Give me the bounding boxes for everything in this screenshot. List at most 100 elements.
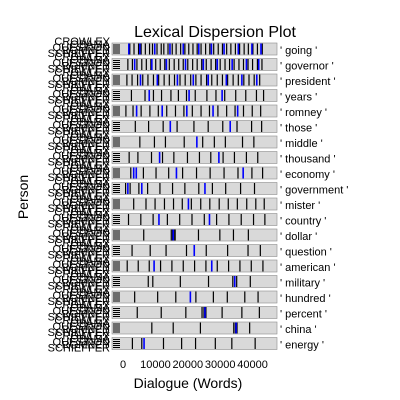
speaker-swatch — [113, 285, 120, 286]
speaker-label: QUESTION — [53, 197, 111, 209]
speaker-swatch — [113, 314, 120, 315]
speaker-swatch — [113, 230, 120, 232]
speaker-label: OBAMA — [70, 179, 110, 191]
speaker-label: ROMNEY — [62, 309, 111, 321]
word-label: ' romney ' — [280, 107, 327, 119]
speaker-swatch — [113, 114, 120, 116]
speaker-label: OBAMA — [70, 86, 110, 98]
speaker-label: QUESTION — [53, 182, 111, 194]
speaker-swatch — [113, 236, 120, 238]
row-panel — [111, 73, 278, 87]
speaker-label: ROMNEY — [62, 169, 111, 181]
row-panel — [111, 58, 278, 71]
speaker-swatch — [113, 137, 120, 139]
speaker-label: ROMNEY — [62, 293, 111, 305]
speaker-swatch — [113, 201, 120, 203]
speaker-label: CROWLEY — [54, 300, 110, 312]
word-label: ' percent ' — [280, 309, 327, 321]
word-row: ' hundred ' CROWLEYOBAMAQUESTIONROMNEYSCH… — [48, 284, 331, 308]
speaker-label: QUESTION — [53, 290, 111, 302]
speaker-swatch — [113, 327, 120, 329]
word-row: ' years ' CROWLEYOBAMAQUESTIONROMNEYSCHIE… — [48, 83, 318, 107]
speaker-label: QUESTION — [53, 58, 111, 70]
speaker-label: QUESTION — [53, 259, 111, 271]
speaker-label: SCHIEFFER — [48, 265, 110, 277]
speaker-swatch — [113, 122, 120, 123]
speaker-swatch — [113, 64, 120, 65]
row-panel — [111, 306, 278, 319]
speaker-label: QUESTION — [53, 321, 111, 333]
speaker-swatch — [113, 203, 120, 205]
speaker-label: CROWLEY — [54, 114, 110, 126]
speaker-label: OBAMA — [70, 132, 110, 144]
speaker-label: ROMNEY — [62, 76, 111, 88]
speaker-label: QUESTION — [53, 306, 111, 318]
speaker-swatch — [113, 79, 120, 81]
speaker-swatch — [113, 325, 120, 327]
speaker-label: QUESTION — [53, 244, 111, 256]
speaker-label: OBAMA — [70, 303, 110, 315]
speaker-label: QUESTION — [53, 120, 111, 132]
x-tick-label: 30000 — [205, 359, 236, 371]
speaker-label: OBAMA — [70, 55, 110, 67]
speaker-swatch — [113, 312, 120, 313]
speaker-swatch — [113, 345, 120, 346]
word-row: ' mister ' CROWLEYOBAMAQUESTIONROMNEYSCHI… — [48, 191, 321, 215]
speaker-label: CROWLEY — [54, 207, 110, 219]
word-row: ' dollar ' CROWLEYOBAMAQUESTIONROMNEYSCHI… — [48, 222, 318, 246]
speaker-label: QUESTION — [53, 135, 111, 147]
speaker-label: CROWLEY — [54, 160, 110, 172]
speaker-label: QUESTION — [53, 337, 111, 349]
speaker-label: ROMNEY — [62, 123, 111, 135]
row-panel — [111, 182, 278, 195]
speaker-label: CROWLEY — [54, 52, 110, 64]
speaker-label: ROMNEY — [62, 324, 111, 336]
speaker-label: SCHIEFFER — [48, 327, 110, 339]
word-row: ' military ' CROWLEYOBAMAQUESTIONROMNEYSC… — [48, 269, 326, 293]
speaker-label: ROMNEY — [62, 278, 111, 290]
word-row: ' china ' CROWLEYOBAMAQUESTIONROMNEYSCHIE… — [48, 315, 317, 339]
speaker-swatch — [113, 95, 120, 96]
speaker-swatch — [113, 263, 120, 265]
word-label: ' china ' — [280, 324, 317, 336]
speaker-label: SCHIEFFER — [48, 126, 110, 138]
speaker-swatch — [113, 168, 120, 170]
speaker-swatch — [113, 124, 120, 125]
speaker-swatch — [113, 108, 120, 110]
speaker-label: CROWLEY — [54, 222, 110, 234]
speaker-swatch — [113, 331, 120, 333]
speaker-label: SCHIEFFER — [48, 219, 110, 231]
speaker-swatch — [113, 159, 120, 160]
speaker-label: CROWLEY — [54, 98, 110, 110]
speaker-swatch — [113, 126, 120, 127]
speaker-swatch — [113, 310, 120, 311]
word-row: ' energy ' CROWLEYOBAMAQUESTIONROMNEYSCHI… — [48, 331, 324, 355]
speaker-swatch — [113, 223, 120, 224]
row-panel — [111, 104, 278, 118]
speaker-label: OBAMA — [70, 101, 110, 113]
speaker-swatch — [113, 279, 120, 280]
speaker-swatch — [113, 316, 120, 317]
word-row: ' question ' CROWLEYOBAMAQUESTIONROMNEYSC… — [48, 238, 332, 262]
speaker-swatch — [113, 248, 120, 249]
speaker-swatch — [113, 128, 120, 129]
speaker-swatch — [113, 217, 120, 218]
speaker-swatch — [113, 261, 120, 263]
speaker-swatch — [113, 252, 120, 253]
speaker-swatch — [113, 199, 120, 201]
word-label: ' governor ' — [280, 61, 334, 73]
speaker-swatch — [113, 172, 120, 174]
speaker-swatch — [113, 68, 120, 69]
word-label: ' mister ' — [280, 200, 320, 212]
speaker-label: CROWLEY — [54, 129, 110, 141]
speaker-swatch — [113, 347, 120, 348]
speaker-label: ROMNEY — [62, 138, 111, 150]
word-label: ' president ' — [280, 76, 336, 88]
speaker-swatch — [113, 298, 120, 300]
speaker-label: CROWLEY — [54, 36, 110, 48]
speaker-label: SCHIEFFER — [48, 157, 110, 169]
speaker-label: ROMNEY — [62, 247, 111, 259]
word-label: ' going ' — [280, 45, 317, 57]
speaker-label: ROMNEY — [62, 92, 111, 104]
speaker-swatch — [113, 246, 120, 247]
